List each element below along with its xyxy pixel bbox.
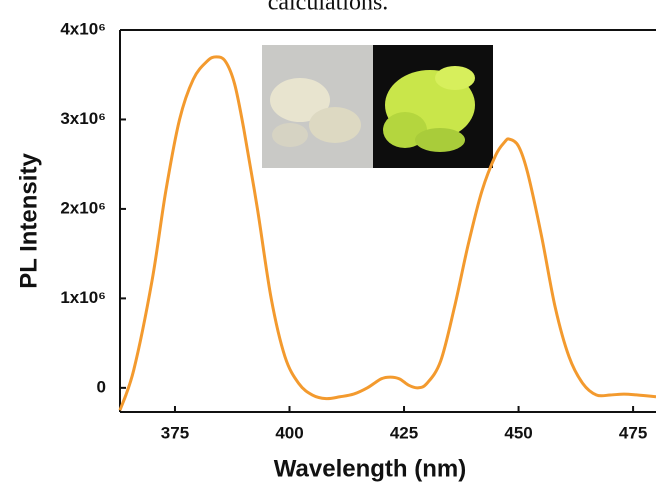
x-tick-label: 400 — [275, 423, 303, 442]
x-tick-label: 475 — [619, 423, 647, 442]
y-tick-label: 0 — [97, 377, 106, 396]
inset-photo — [262, 45, 493, 168]
y-tick-label: 2x10⁶ — [60, 198, 106, 217]
y-tick-label: 1x10⁶ — [60, 288, 106, 307]
x-tick-label: 450 — [504, 423, 532, 442]
x-tick-label: 375 — [161, 423, 189, 442]
caption: calculations. — [268, 0, 389, 16]
x-axis-title: Wavelength (nm) — [274, 455, 466, 482]
spectrum-line — [118, 55, 656, 411]
y-axis-title: PL Intensity — [15, 153, 42, 289]
x-tick-label: 425 — [390, 423, 418, 442]
y-tick-label: 4x10⁶ — [60, 19, 106, 38]
y-tick-label: 3x10⁶ — [60, 109, 106, 128]
